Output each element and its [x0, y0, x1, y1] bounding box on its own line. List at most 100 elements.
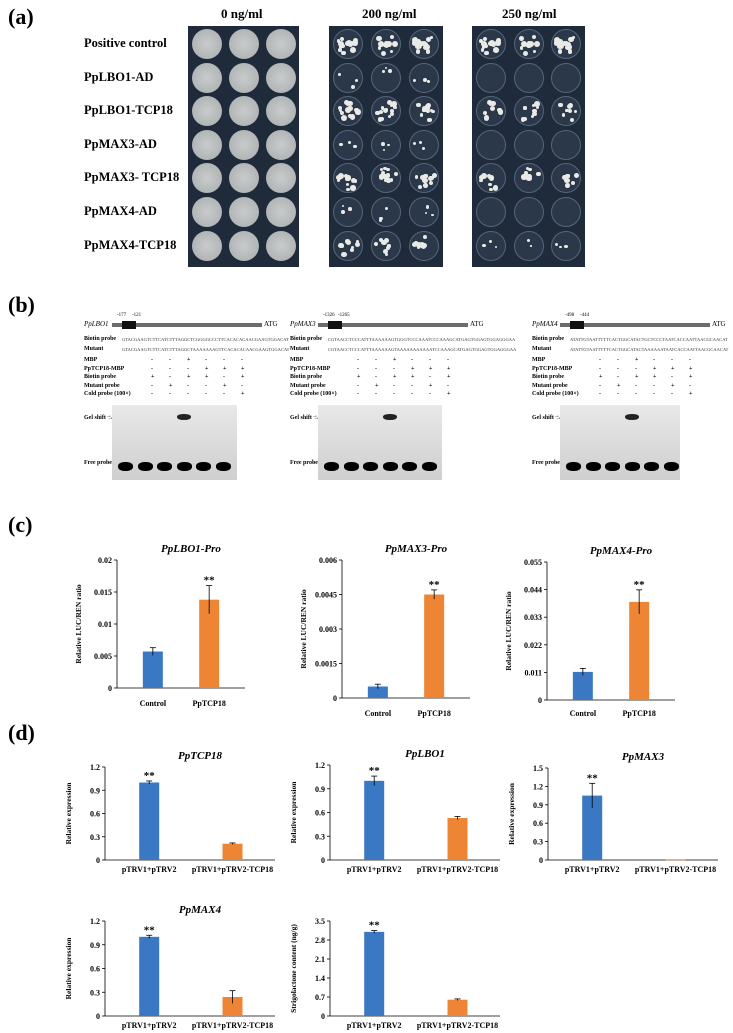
x-category-label: pTRV1+pTRV2 [347, 1021, 402, 1030]
emsa-sign: - [635, 391, 637, 397]
panel-b-label: (b) [8, 292, 35, 317]
emsa-sign: - [151, 382, 153, 389]
atg-label: ATG [264, 320, 278, 328]
yeast-spot [475, 197, 506, 227]
yeast-colony [344, 173, 349, 178]
emsa-sign: - [357, 365, 359, 372]
panel-d-label: (d) [8, 720, 35, 745]
free-probe-band [363, 462, 378, 471]
chart-title: PpMAX3 [622, 751, 665, 763]
free-probe-band [196, 462, 211, 471]
emsa-sign: + [241, 374, 245, 380]
yeast-colony [497, 107, 502, 113]
yeast-spot [228, 197, 259, 227]
yeast-colony [482, 36, 488, 42]
yeast-spot [551, 62, 582, 93]
y-tick-label: 0.055 [524, 558, 542, 567]
yeast-colony [393, 105, 397, 110]
free-probe-band [157, 462, 172, 471]
yeast-colony [417, 184, 422, 189]
yeast-colony [521, 173, 528, 180]
significance-marker: ** [204, 575, 216, 587]
yeast-colony [345, 182, 350, 187]
significance-marker: ** [369, 765, 381, 777]
y-tick-label: 1.4 [315, 974, 325, 983]
yeast-colony [354, 107, 359, 113]
yeast-spot [475, 230, 506, 261]
emsa-sign: - [169, 391, 171, 397]
gel-shift-arrow: → [554, 413, 560, 419]
significance-marker: ** [587, 772, 599, 784]
yeast-spot [371, 197, 401, 227]
yeast-spot [409, 197, 439, 227]
yeast-colony [495, 39, 501, 46]
yeast-colony [347, 207, 352, 212]
bar [424, 594, 445, 698]
mutant-probe-sequence: CGTAACCTCCCATTTAAAAAAGTAAAAAAAAAAATCCAAA… [328, 347, 517, 352]
emsa-condition-label: MBP [290, 357, 304, 363]
y-tick-label: 0.02 [98, 556, 112, 565]
emsa-sign: + [169, 382, 173, 389]
significance-marker: ** [634, 579, 646, 591]
emsa-sign: - [241, 382, 243, 389]
yeast-colony [429, 109, 433, 113]
y-tick-label: 0.044 [524, 586, 542, 595]
yeast-spot [371, 129, 401, 160]
yeast-colony [561, 41, 567, 47]
y-tick-label: 0.6 [90, 810, 100, 819]
yeast-spot [475, 129, 506, 160]
bar [367, 686, 388, 698]
promoter-bar [112, 323, 262, 327]
yeast-colony [536, 172, 541, 177]
yeast-colony [494, 246, 497, 249]
site-position-end: -444 [580, 313, 590, 318]
bar [447, 818, 468, 860]
bar [629, 601, 650, 700]
yeast-colony [568, 36, 574, 42]
mutant-probe-sequence: GTACGAAGTCTTCATCTTTAGGCTAAAAAAAGTTCACACA… [122, 347, 290, 352]
yeast-colony [489, 105, 496, 112]
yeast-colony [391, 101, 398, 108]
x-category-label: pTRV1+pTRV2 [565, 865, 620, 874]
yeast-colony [339, 243, 344, 248]
yeast-colony [427, 117, 432, 123]
emsa-sign: - [429, 357, 431, 363]
y-axis-label: Relative expression [64, 782, 73, 845]
emsa-sign: - [411, 382, 413, 389]
yeast-colony [423, 45, 428, 51]
yeast-colony [487, 173, 491, 178]
yeast-plate-0 [188, 26, 299, 267]
yeast-colony [425, 48, 431, 54]
yeast-colony [426, 36, 432, 42]
yeast-colony [525, 166, 530, 171]
emsa-sign: + [671, 382, 675, 389]
yeast-spot [551, 163, 582, 194]
yeast-colony [380, 50, 386, 56]
yeast-spot [191, 62, 222, 93]
yeast-colony [530, 114, 534, 118]
yeast-row-label: Positive control [84, 36, 167, 50]
y-tick-label: 0.015 [94, 588, 112, 597]
yeast-colony [386, 178, 391, 183]
y-tick-label: 0.6 [533, 819, 543, 828]
yeast-colony [355, 78, 359, 82]
yeast-colony [571, 35, 575, 39]
yeast-row-label: PpMAX4-TCP18 [84, 237, 177, 252]
yeast-spot [265, 29, 296, 59]
emsa-sign: - [223, 391, 225, 397]
yeast-colony [341, 251, 348, 258]
emsa-sign: - [375, 374, 377, 380]
free-probe-band [663, 462, 679, 471]
chart-strigolactone: 0 0.7 1.4 2.1 2.8 3.5 Strigolactone content (n… [289, 917, 500, 1030]
yeast-colony [385, 173, 391, 178]
yeast-row-label: PpMAX4-AD [84, 204, 157, 218]
emsa-sign: + [205, 374, 209, 380]
yeast-colony [530, 244, 533, 247]
x-category-label: Control [365, 709, 392, 718]
yeast-row-label: PpLBO1-AD [84, 69, 154, 84]
emsa-condition-label: MBP [84, 357, 98, 363]
emsa-sign: + [241, 391, 245, 397]
y-tick-label: 0 [96, 1012, 100, 1021]
gel-shift-label: Gel shift → [84, 415, 114, 421]
yeast-colony [348, 141, 351, 144]
